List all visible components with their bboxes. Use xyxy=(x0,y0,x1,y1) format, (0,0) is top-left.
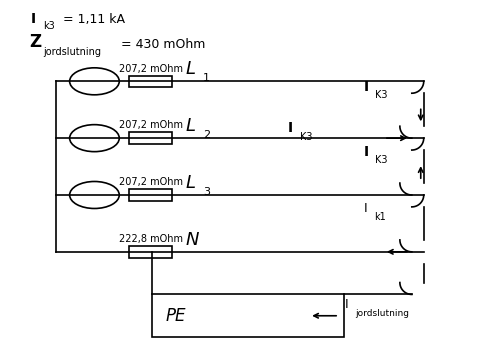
Bar xyxy=(129,189,172,201)
Bar xyxy=(129,132,172,144)
Text: I: I xyxy=(288,121,293,135)
Text: L: L xyxy=(185,174,195,192)
Text: Z: Z xyxy=(29,33,41,51)
Text: 1: 1 xyxy=(203,73,210,83)
Text: I: I xyxy=(345,298,348,311)
Text: I: I xyxy=(31,12,36,26)
Text: L: L xyxy=(185,61,195,78)
Text: K3: K3 xyxy=(375,155,387,165)
Bar xyxy=(152,294,344,337)
Text: I: I xyxy=(364,80,369,94)
Text: = 1,11 kA: = 1,11 kA xyxy=(59,13,125,26)
Text: 222,8 mOhm: 222,8 mOhm xyxy=(119,234,183,244)
Text: 3: 3 xyxy=(203,187,210,197)
Text: N: N xyxy=(185,231,199,249)
Text: jordslutning: jordslutning xyxy=(355,309,409,318)
Text: L: L xyxy=(185,117,195,135)
Text: = 430 mOhm: = 430 mOhm xyxy=(120,38,205,51)
Text: 207,2 mOhm: 207,2 mOhm xyxy=(119,64,183,74)
Bar xyxy=(129,76,172,87)
Text: 207,2 mOhm: 207,2 mOhm xyxy=(119,177,183,187)
Text: jordslutning: jordslutning xyxy=(43,47,101,57)
Text: I: I xyxy=(364,145,369,159)
Bar xyxy=(129,246,172,257)
Text: K3: K3 xyxy=(300,132,312,142)
Text: 207,2 mOhm: 207,2 mOhm xyxy=(119,121,183,130)
Text: k3: k3 xyxy=(43,21,55,31)
Text: 2: 2 xyxy=(203,130,210,140)
Text: K3: K3 xyxy=(375,90,387,100)
Text: k1: k1 xyxy=(374,212,386,222)
Text: PE: PE xyxy=(166,307,187,325)
Text: I: I xyxy=(364,203,368,216)
